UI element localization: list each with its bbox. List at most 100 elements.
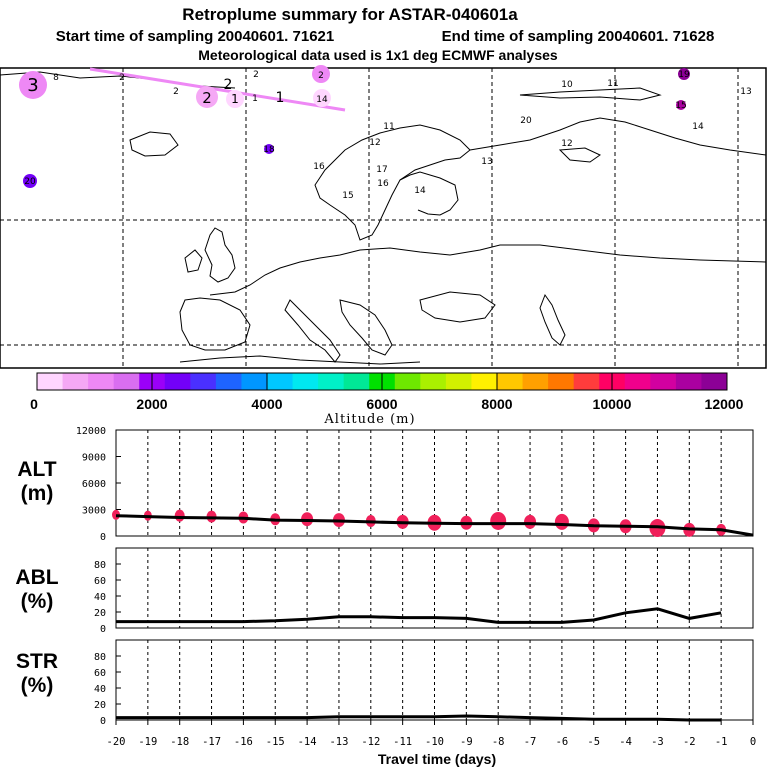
x-tick-label: -17 bbox=[202, 736, 221, 748]
colorbar-tick-label: 12000 bbox=[705, 396, 744, 412]
map-marker-label: 2 bbox=[119, 73, 125, 83]
map-marker-label: 11 bbox=[383, 122, 394, 132]
alt-data-point bbox=[112, 509, 120, 520]
colorbar-cell bbox=[292, 373, 319, 390]
map-marker-label: 2 bbox=[318, 71, 324, 81]
map-marker-label: 11 bbox=[607, 79, 618, 89]
alt-data-point bbox=[524, 514, 537, 529]
y-tick-label: 40 bbox=[94, 592, 106, 603]
x-axis-label: Travel time (days) bbox=[378, 751, 496, 767]
x-tick-label: -1 bbox=[715, 736, 728, 748]
map-marker-label: 16 bbox=[377, 179, 389, 189]
map-marker-label: 2 bbox=[173, 87, 179, 97]
map-marker-circle bbox=[676, 100, 686, 110]
colorbar-cell bbox=[573, 373, 600, 390]
alt-panel-label: ALT bbox=[17, 458, 56, 481]
map-marker-label: 2 bbox=[253, 70, 259, 80]
map-marker-label: 15 bbox=[342, 191, 353, 201]
x-tick-label: -9 bbox=[460, 736, 473, 748]
colorbar-title: Altitude (m) bbox=[323, 412, 415, 427]
colorbar-cell bbox=[548, 373, 575, 390]
map-marker-label: 10 bbox=[561, 80, 573, 90]
colorbar-cell bbox=[701, 373, 728, 390]
x-tick-label: -16 bbox=[234, 736, 253, 748]
colorbar: 0 2000 4000 6000 8000 10000 12000 Altitu… bbox=[30, 372, 744, 427]
map-marker-label: 13 bbox=[740, 87, 751, 97]
str-series-line bbox=[116, 714, 722, 722]
map-marker-circle bbox=[19, 71, 47, 99]
y-tick-label: 0 bbox=[100, 624, 106, 635]
map-marker-label: 14 bbox=[414, 186, 426, 196]
x-tick-label: -13 bbox=[329, 736, 348, 748]
x-tick-label: -11 bbox=[393, 736, 412, 748]
x-tick-label: -4 bbox=[619, 736, 632, 748]
colorbar-cell bbox=[675, 373, 702, 390]
alt-panel-unit: (m) bbox=[21, 482, 54, 505]
colorbar-cell bbox=[88, 373, 115, 390]
x-tick-label: -8 bbox=[492, 736, 505, 748]
x-tick-label: -12 bbox=[361, 736, 380, 748]
map-marker-label: 13 bbox=[481, 157, 492, 167]
colorbar-cell bbox=[62, 373, 89, 390]
y-tick-label: 6000 bbox=[82, 479, 106, 490]
map-marker-label: 14 bbox=[316, 95, 328, 105]
colorbar-cell bbox=[420, 373, 447, 390]
colorbar-cell bbox=[394, 373, 421, 390]
map-marker-label: 1 bbox=[231, 92, 239, 106]
map-marker-circle bbox=[312, 65, 330, 83]
colorbar-cell bbox=[650, 373, 677, 390]
colorbar-cell bbox=[522, 373, 549, 390]
colorbar-cell bbox=[318, 373, 345, 390]
y-tick-label: 20 bbox=[94, 700, 106, 711]
x-tick-label: -2 bbox=[683, 736, 696, 748]
str-panel-unit: (%) bbox=[21, 674, 54, 697]
abl-panel-unit: (%) bbox=[21, 590, 54, 613]
coastlines bbox=[0, 71, 767, 365]
trajectory-line bbox=[89, 67, 346, 112]
y-tick-label: 60 bbox=[94, 668, 106, 679]
x-tick-label: -3 bbox=[651, 736, 664, 748]
colorbar-cell bbox=[471, 373, 498, 390]
y-tick-label: 40 bbox=[94, 684, 106, 695]
figure-title: Retroplume summary for ASTAR-040601a bbox=[182, 5, 518, 24]
map-marker-label: 3 bbox=[27, 75, 38, 96]
map-marker-label: 20 bbox=[520, 116, 532, 126]
map-marker-label: 8 bbox=[53, 73, 59, 83]
colorbar-cell bbox=[37, 373, 64, 390]
y-tick-label: 80 bbox=[94, 560, 106, 571]
map-marker-circle bbox=[226, 90, 244, 108]
colorbar-cell bbox=[164, 373, 191, 390]
map-marker-label: 14 bbox=[692, 122, 704, 132]
map-marker-label: 12 bbox=[369, 138, 380, 148]
map-marker-circle bbox=[264, 144, 274, 154]
x-tick-label: -15 bbox=[266, 736, 285, 748]
map-marker-label: 17 bbox=[376, 165, 387, 175]
colorbar-cell bbox=[445, 373, 472, 390]
end-time-text: End time of sampling 20040601. 71628 bbox=[442, 28, 715, 45]
colorbar-cell bbox=[190, 373, 217, 390]
x-tick-label: 0 bbox=[750, 736, 756, 748]
colorbar-cell bbox=[241, 373, 268, 390]
map-marker-label: 18 bbox=[263, 145, 275, 155]
y-tick-label: 12000 bbox=[76, 426, 106, 437]
x-tick-label: -10 bbox=[425, 736, 444, 748]
map-panel: 3 8 2 2 2 2 2 1 1 1 2 14 10 11 19 13 20 … bbox=[0, 65, 767, 369]
colorbar-tick-label: 6000 bbox=[366, 396, 397, 412]
x-tick-label: -18 bbox=[170, 736, 189, 748]
colorbar-cell bbox=[343, 373, 370, 390]
map-marker-label: 19 bbox=[678, 70, 690, 80]
x-tick-label: -20 bbox=[107, 736, 126, 748]
y-tick-label: 0 bbox=[100, 532, 106, 543]
colorbar-tick-label: 8000 bbox=[481, 396, 512, 412]
map-marker-label: 12 bbox=[561, 139, 572, 149]
colorbar-cell bbox=[215, 373, 242, 390]
alt-panel: 0 3000 6000 9000 12000 bbox=[76, 426, 754, 543]
colorbar-cell bbox=[624, 373, 651, 390]
map-marker-circle bbox=[678, 68, 690, 80]
map-marker-label: 15 bbox=[675, 101, 686, 111]
colorbar-tick-label: 0 bbox=[30, 396, 38, 412]
y-tick-label: 20 bbox=[94, 608, 106, 619]
y-tick-label: 60 bbox=[94, 576, 106, 587]
colorbar-cell bbox=[113, 373, 140, 390]
